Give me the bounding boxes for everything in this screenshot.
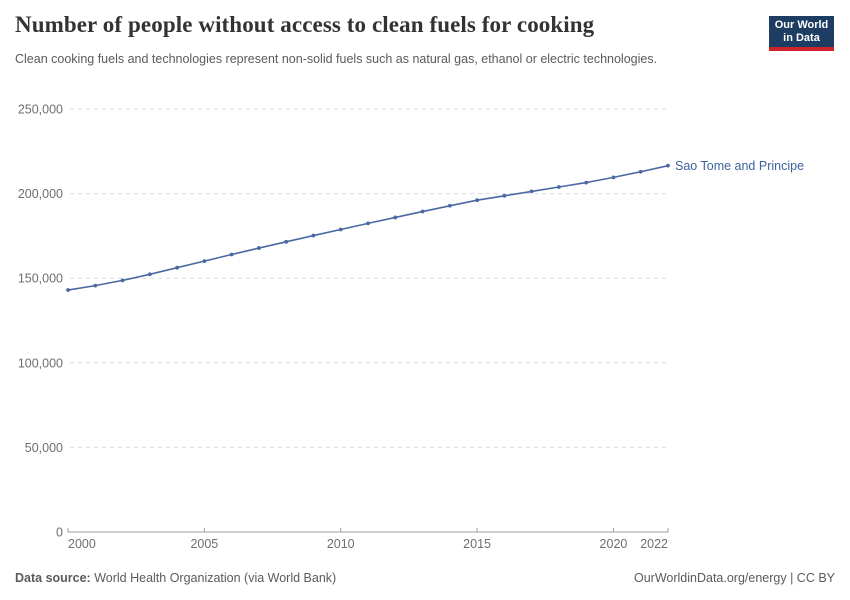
data-point[interactable] [202, 259, 207, 264]
data-point[interactable] [475, 198, 479, 203]
y-tick-label: 0 [56, 526, 63, 540]
data-point[interactable] [420, 209, 425, 214]
data-point[interactable] [638, 169, 643, 174]
x-tick-label: 2015 [463, 537, 491, 551]
x-tick-label: 2020 [600, 537, 628, 551]
y-tick-label: 150,000 [18, 272, 63, 286]
x-tick-label: 2022 [640, 537, 668, 551]
data-point[interactable] [120, 278, 125, 283]
data-point[interactable] [175, 265, 179, 270]
owid-logo[interactable]: Our World in Data [769, 16, 834, 51]
owid-logo-line2: in Data [783, 31, 820, 44]
data-point[interactable] [229, 252, 234, 257]
y-tick-label: 50,000 [25, 441, 63, 455]
data-point[interactable] [257, 246, 261, 250]
data-point[interactable] [557, 185, 561, 189]
data-point[interactable] [666, 163, 670, 168]
data-point[interactable] [311, 233, 316, 238]
data-line[interactable] [67, 164, 669, 291]
y-tick-label: 100,000 [18, 356, 63, 370]
x-tick-label: 2005 [190, 537, 218, 551]
data-source-text: World Health Organization (via World Ban… [90, 571, 337, 585]
series-label[interactable]: Sao Tome and Principe [675, 159, 804, 173]
y-tick-label: 250,000 [18, 103, 63, 117]
data-point[interactable] [338, 227, 343, 232]
data-point[interactable] [366, 221, 370, 226]
owid-logo-line1: Our World [774, 18, 829, 31]
x-tick-label: 2000 [68, 537, 96, 551]
data-point[interactable] [93, 283, 98, 288]
data-point[interactable] [66, 288, 70, 292]
x-tick-label: 2010 [327, 537, 355, 551]
data-point[interactable] [393, 215, 398, 220]
line-chart: 0 50,000 100,000 150,000 200,000 250,000 2000 2… [18, 103, 804, 552]
data-point[interactable] [502, 193, 507, 198]
data-point[interactable] [147, 272, 152, 277]
data-point[interactable] [284, 239, 289, 244]
license-credit[interactable]: OurWorldinData.org/energy | CC BY [633, 571, 835, 585]
data-point[interactable] [611, 175, 616, 180]
data-point[interactable] [584, 180, 589, 185]
chart-footer: Data source: World Health Organization (… [15, 569, 835, 587]
data-source-label: Data source: [15, 571, 91, 585]
chart-title: Number of people without access to clean… [15, 12, 595, 37]
data-point[interactable] [447, 203, 452, 208]
chart-subtitle: Clean cooking fuels and technologies rep… [15, 52, 658, 66]
data-point[interactable] [529, 189, 534, 194]
y-tick-label: 200,000 [18, 187, 63, 201]
data-source: Data source: World Health Organization (… [15, 571, 336, 585]
